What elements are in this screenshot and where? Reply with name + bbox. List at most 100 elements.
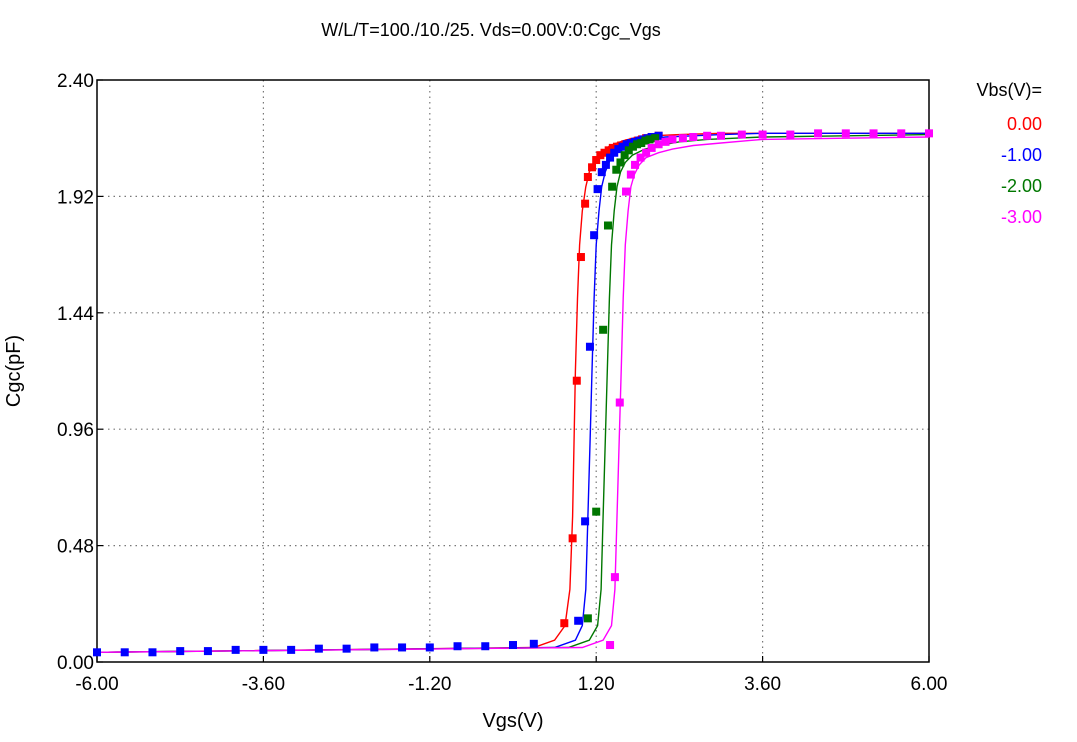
data-point-offstate [148,648,157,657]
data-point-offstate [120,648,129,657]
data-point-offstate [481,642,490,651]
data-point-series-3 [626,170,635,179]
legend: Vbs(V)= 0.00 -1.00 -2.00 -3.00 [976,80,1042,227]
data-point-series-3 [737,130,746,139]
axis-ticks [96,79,930,663]
x-tick-label: 3.60 [744,674,781,695]
data-point-series-0 [568,534,577,543]
y-tick-label: 2.40 [57,71,94,92]
data-point-series-2 [616,158,625,167]
data-point-series-2 [633,140,642,149]
x-tick-label: -1.20 [408,674,451,695]
x-tick-label: -3.60 [242,674,285,695]
data-point-series-2 [628,142,637,151]
data-point-series-2 [624,146,633,155]
y-tick-label: 1.44 [57,304,94,325]
data-point-series-1 [574,616,583,625]
data-point-series-3 [717,131,725,140]
x-tick-label: -6.00 [75,674,118,695]
data-point-series-1 [606,153,615,162]
data-point-series-1 [585,342,594,351]
legend-entry: -2.00 [1001,176,1042,196]
grid-lines [97,80,929,662]
data-point-series-0 [583,173,592,181]
legend-entry: -1.00 [1001,145,1042,165]
data-point-series-3 [678,134,687,143]
series-markers [93,129,933,657]
data-point-series-3 [703,131,712,140]
data-point-series-1 [622,140,631,149]
data-point-series-3 [606,641,615,650]
data-point-offstate [176,647,185,656]
data-point-series-2 [612,165,621,174]
data-point-series-3 [661,137,670,146]
data-point-series-2 [641,136,650,145]
data-point-series-1 [618,142,627,151]
data-point-series-1 [590,231,599,240]
legend-title: Vbs(V)= [976,80,1042,100]
data-point-offstate [370,643,379,652]
data-point-series-2 [637,139,646,148]
data-point-series-3 [647,143,656,152]
chart-title: W/L/T=100./10./25. Vds=0.00V:0:Cgc_Vgs [321,20,661,41]
data-point-offstate [529,639,538,648]
y-tick-label: 1.92 [57,187,94,208]
legend-entry: 0.00 [1007,114,1042,134]
data-point-series-3 [814,129,823,138]
data-point-series-3 [642,148,651,157]
data-point-offstate [425,643,434,652]
data-point-series-3 [615,398,624,407]
series-line-2 [96,133,930,653]
data-point-series-0 [588,163,597,172]
data-point-offstate [203,647,212,656]
data-point-offstate [231,645,240,654]
data-point-series-2 [620,151,629,160]
data-point-series-1 [581,517,590,526]
data-point-series-2 [583,614,592,623]
data-point-series-3 [925,129,933,138]
data-point-offstate [287,645,296,654]
data-point-series-1 [593,185,602,194]
data-point-series-3 [631,160,640,169]
data-point-series-0 [604,146,613,155]
x-tick-label: 6.00 [911,674,948,695]
data-point-series-0 [592,156,601,165]
plot-area-frame [96,79,930,663]
series-line-3 [96,136,930,653]
data-point-offstate [314,644,323,653]
data-point-offstate [398,643,407,652]
data-point-series-2 [603,221,612,230]
legend-entry: -3.00 [1001,207,1042,227]
y-axis-label: Cgc(pF) [3,335,25,407]
data-point-series-0 [572,376,581,385]
data-point-series-2 [592,507,601,516]
data-point-series-0 [600,148,609,157]
data-point-series-0 [581,199,590,208]
data-point-series-1 [610,148,619,157]
data-point-series-3 [622,187,631,196]
y-tick-labels: 0.00 0.48 0.96 1.44 1.92 2.40 [57,71,94,674]
data-point-series-1 [614,145,623,154]
data-point-series-3 [654,140,663,149]
data-point-offstate [342,644,351,653]
data-point-series-3 [636,153,645,162]
data-point-series-1 [601,160,610,169]
data-point-offstate [453,642,462,651]
data-point-series-3 [610,573,619,582]
data-point-series-2 [599,325,608,334]
data-point-series-3 [897,129,906,138]
data-point-series-0 [608,143,617,152]
data-point-series-2 [651,134,660,143]
data-point-offstate [259,645,268,654]
x-tick-labels: -6.00 -3.60 -1.20 1.20 3.60 6.00 [75,674,947,695]
data-point-series-3 [758,130,767,139]
y-tick-label: 0.00 [57,653,94,674]
series-line-1 [96,132,929,653]
data-point-series-0 [576,253,585,262]
y-tick-label: 0.96 [57,420,94,441]
data-point-series-3 [786,130,795,139]
data-point-series-2 [645,135,654,144]
data-point-series-3 [869,129,878,138]
